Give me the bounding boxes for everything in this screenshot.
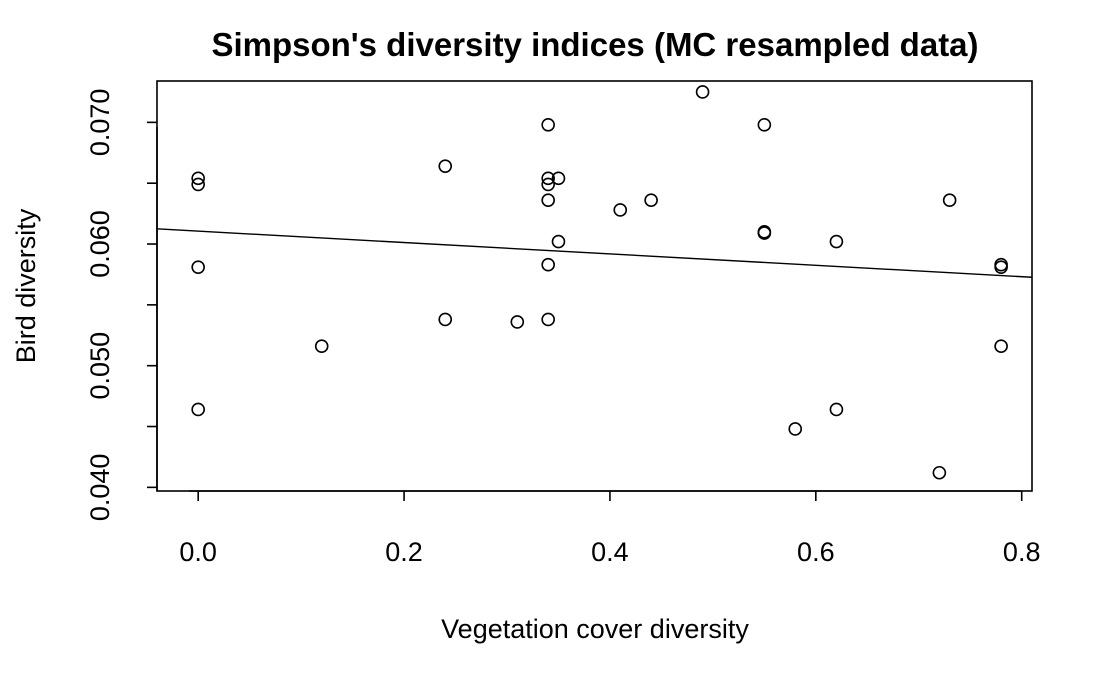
data-point <box>438 159 453 173</box>
data-point <box>191 171 205 186</box>
data-point <box>829 402 844 417</box>
x-tick-label: 0.8 <box>1003 537 1041 567</box>
x-tick-label: 0.0 <box>179 537 217 567</box>
data-point <box>644 193 658 208</box>
data-point <box>613 203 628 217</box>
points-layer <box>191 85 1008 480</box>
y-tick-label: 0.040 <box>85 454 115 522</box>
data-point <box>438 312 453 327</box>
data-point <box>314 339 329 354</box>
data-point <box>994 260 1008 274</box>
data-point <box>551 234 566 249</box>
y-tick-label: 0.050 <box>85 332 115 400</box>
x-tick-label: 0.2 <box>385 537 423 567</box>
data-point <box>541 171 555 186</box>
data-point <box>788 422 803 436</box>
data-point <box>829 234 844 249</box>
x-tick-label: 0.4 <box>591 537 629 567</box>
data-point <box>191 260 205 274</box>
x-tick-label: 0.6 <box>797 537 835 567</box>
regression-layer <box>156 228 1033 278</box>
data-point <box>541 257 555 272</box>
data-point <box>551 171 566 186</box>
x-ticks: 0.0 0.2 0.4 0.6 0.8 <box>179 491 1040 567</box>
data-point <box>757 226 772 240</box>
data-point <box>757 117 772 132</box>
data-point <box>541 117 555 132</box>
y-tick-label: 0.060 <box>85 210 115 278</box>
y-axis-label: Bird diversity <box>11 208 41 363</box>
x-axis-label: Vegetation cover diversity <box>441 614 749 644</box>
data-point <box>541 177 555 192</box>
plot-frame <box>156 80 1033 492</box>
chart-title: Simpson's diversity indices (MC resample… <box>211 26 978 63</box>
data-point <box>695 85 710 99</box>
data-point <box>191 402 205 417</box>
data-point <box>541 312 555 327</box>
data-point <box>191 177 205 192</box>
data-point <box>932 465 947 480</box>
y-tick-label: 0.070 <box>85 89 115 157</box>
y-ticks: 0.040 0.050 0.060 0.070 <box>85 89 157 522</box>
data-point <box>942 193 957 208</box>
data-point <box>510 315 525 329</box>
regression-line <box>156 228 1033 278</box>
data-point <box>994 339 1008 354</box>
data-point <box>541 193 555 208</box>
